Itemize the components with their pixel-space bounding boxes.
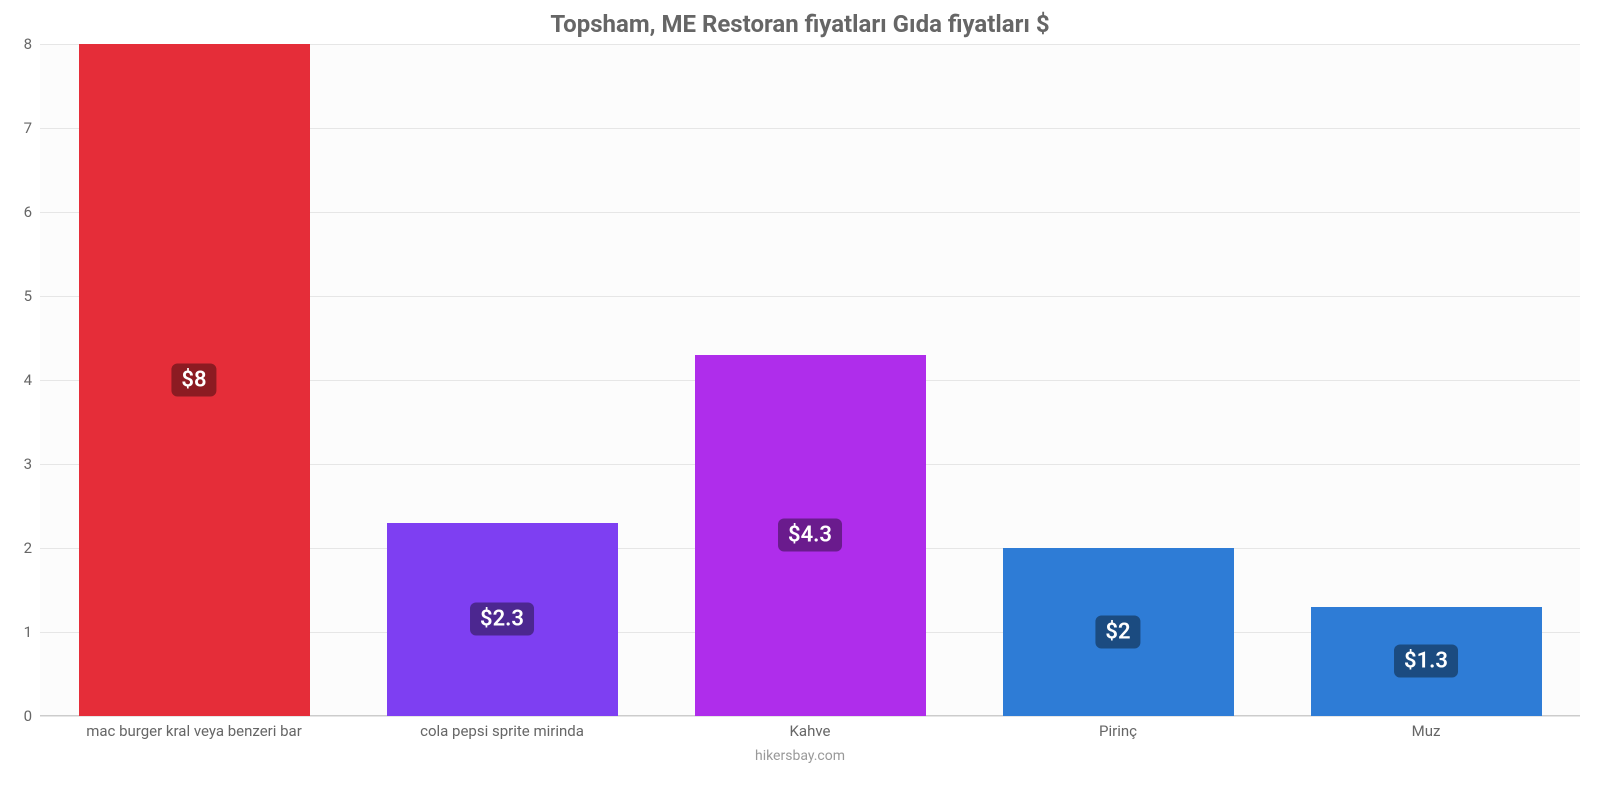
y-tick-label: 1 (24, 623, 40, 641)
x-tick-label: Kahve (790, 716, 831, 740)
bar-value-badge: $2.3 (470, 603, 534, 636)
x-tick-label: Muz (1412, 716, 1441, 740)
y-tick-label: 6 (24, 203, 40, 221)
bar-value-badge: $8 (171, 364, 216, 397)
x-tick-label: Pirinç (1099, 716, 1137, 740)
bar: $8 (79, 44, 310, 716)
y-tick-label: 3 (24, 455, 40, 473)
plot-area: 012345678$8mac burger kral veya benzeri … (40, 44, 1580, 716)
bar: $4.3 (695, 355, 926, 716)
bar-value-badge: $2 (1095, 616, 1140, 649)
bar-value-badge: $4.3 (778, 519, 842, 552)
y-tick-label: 7 (24, 119, 40, 137)
y-tick-label: 0 (24, 707, 40, 725)
chart-title: Topsham, ME Restoran fiyatları Gıda fiya… (0, 10, 1600, 38)
attribution: hikersbay.com (0, 748, 1600, 764)
bar: $2 (1003, 548, 1234, 716)
bar-chart: Topsham, ME Restoran fiyatları Gıda fiya… (0, 0, 1600, 800)
x-tick-label: cola pepsi sprite mirinda (420, 716, 584, 740)
y-tick-label: 2 (24, 539, 40, 557)
bar: $2.3 (387, 523, 618, 716)
x-tick-label: mac burger kral veya benzeri bar (86, 716, 302, 740)
y-tick-label: 8 (24, 35, 40, 53)
bar: $1.3 (1311, 607, 1542, 716)
y-tick-label: 4 (24, 371, 40, 389)
bar-value-badge: $1.3 (1394, 645, 1458, 678)
y-tick-label: 5 (24, 287, 40, 305)
